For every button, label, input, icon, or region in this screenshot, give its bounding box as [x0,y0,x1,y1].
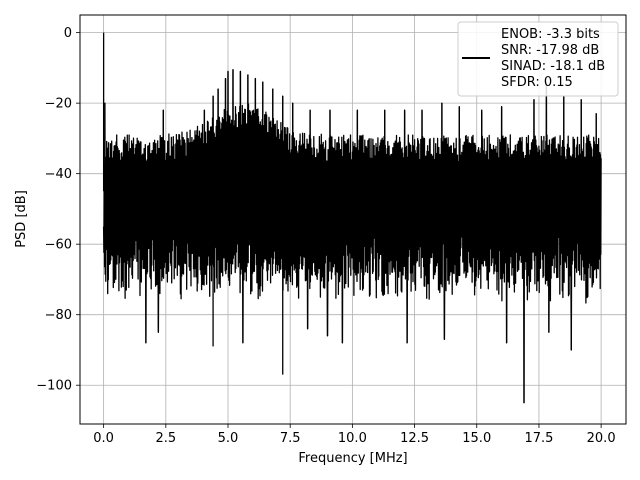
x-axis: 0.0 2.5 5.0 7.5 10.0 12.5 15.0 17.5 20.0 [93,424,616,446]
x-tick-label: 20.0 [587,431,616,446]
legend-entry-enob: ENOB: -3.3 bits [501,27,600,42]
x-tick-label: 2.5 [155,431,176,446]
x-tick-label: 15.0 [462,431,491,446]
y-tick-label: 0 [64,26,72,41]
psd-trace [102,69,602,404]
x-tick-label: 5.0 [218,431,239,446]
x-tick-label: 7.5 [280,431,301,446]
legend: ENOB: -3.3 bits SNR: -17.98 dB SINAD: -1… [457,21,619,97]
x-tick-label: 17.5 [524,431,553,446]
x-tick-label: 10.0 [338,431,367,446]
plot-area [102,32,602,404]
y-tick-label: −20 [45,97,72,112]
legend-entry-sinad: SINAD: -18.1 dB [501,59,605,74]
legend-entry-sfdr: SFDR: 0.15 [501,75,573,90]
psd-series [102,32,602,404]
y-tick-label: −100 [36,379,72,394]
y-tick-label: −80 [45,308,72,323]
x-tick-label: 0.0 [93,431,114,446]
y-tick-label: −40 [45,167,72,182]
x-axis-title: Frequency [MHz] [298,451,407,466]
legend-entry-snr: SNR: -17.98 dB [501,43,599,58]
plot-frame [79,14,627,425]
legend-box [457,21,619,97]
y-axis-title: PSD [dB] [14,190,29,248]
y-tick-label: −60 [45,238,72,253]
x-tick-label: 12.5 [400,431,429,446]
y-axis: 0 −20 −40 −60 −80 −100 [36,26,80,394]
